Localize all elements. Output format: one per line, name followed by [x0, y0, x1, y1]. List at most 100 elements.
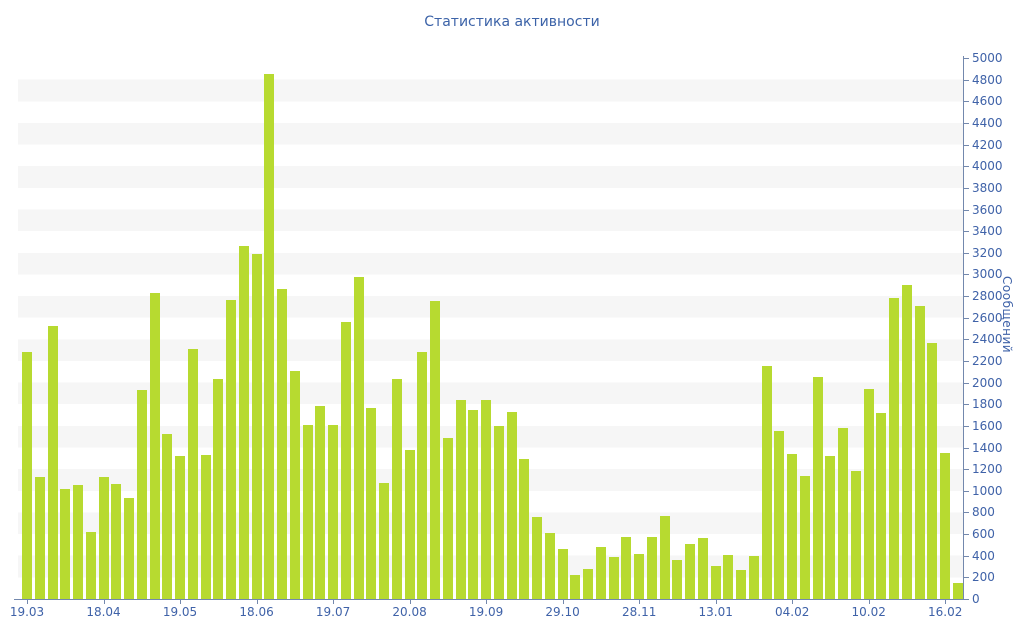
bar	[417, 352, 428, 599]
y-tick-label: 3200	[972, 245, 1003, 260]
bar	[634, 553, 644, 599]
y-tick-mark	[963, 209, 969, 211]
x-tick-label: 13.01	[698, 605, 733, 619]
bar	[455, 399, 466, 599]
bar	[366, 407, 377, 599]
bar	[340, 322, 351, 599]
y-tick-label: 2600	[972, 310, 1003, 325]
bar	[162, 433, 173, 599]
x-tick-label: 20.08	[392, 605, 427, 619]
y-tick-mark	[963, 599, 969, 600]
x-tick-mark	[945, 600, 947, 604]
bar	[838, 428, 848, 599]
bar	[213, 379, 224, 599]
bar	[175, 456, 185, 599]
bar	[149, 292, 160, 599]
bar	[659, 515, 670, 599]
bar	[889, 298, 899, 599]
bar	[238, 246, 249, 599]
bar	[493, 425, 504, 599]
bar	[124, 498, 134, 599]
x-tick-label: 04.02	[775, 605, 810, 619]
bar	[85, 531, 96, 599]
y-tick-label: 600	[972, 527, 995, 542]
y-tick-mark	[963, 79, 969, 81]
bar	[544, 533, 555, 599]
x-tick-mark	[486, 600, 488, 604]
bar	[812, 377, 823, 599]
x-tick-label: 18.06	[239, 605, 274, 619]
bar	[787, 454, 797, 599]
y-tick-mark	[963, 490, 969, 492]
y-tick-label: 4800	[972, 72, 1003, 87]
bar	[200, 455, 211, 599]
bar	[506, 411, 517, 599]
y-tick-label: 1800	[972, 397, 1003, 412]
y-tick-label: 3400	[972, 224, 1003, 239]
x-tick-label: 18.04	[86, 605, 121, 619]
bar	[532, 516, 542, 599]
x-tick-label: 19.07	[315, 605, 351, 619]
bar	[404, 449, 415, 599]
bar	[187, 349, 198, 599]
bar	[863, 389, 874, 599]
x-tick-label: 10.02	[851, 605, 886, 619]
bar	[850, 471, 861, 599]
y-tick-label: 3000	[972, 267, 1003, 282]
y-tick-label: 0	[972, 592, 980, 606]
y-tick-label: 2400	[972, 332, 1003, 347]
y-tick-label: 5000	[972, 51, 1003, 65]
bar	[353, 276, 364, 599]
x-tick-label: 16.02	[928, 605, 963, 619]
y-tick-mark	[963, 512, 969, 514]
x-tick-mark	[333, 600, 335, 604]
y-tick-label: 2800	[972, 289, 1003, 303]
bar-series	[22, 58, 963, 599]
bar	[952, 582, 963, 599]
bar	[774, 431, 785, 599]
bar	[646, 537, 657, 599]
bar	[391, 379, 402, 599]
x-tick-label: 19.09	[468, 605, 504, 619]
y-tick-label: 400	[972, 548, 995, 563]
y-tick-mark	[963, 534, 969, 536]
y-tick-label: 4400	[972, 115, 1003, 130]
bar	[736, 569, 746, 599]
y-tick-mark	[963, 555, 969, 557]
y-tick-mark	[963, 187, 969, 189]
bar	[748, 555, 759, 599]
bar	[98, 476, 109, 599]
plot-area	[18, 58, 963, 599]
x-tick-mark	[256, 600, 258, 604]
y-tick-label: 4000	[972, 159, 1003, 174]
y-tick-mark	[963, 58, 969, 59]
bar	[723, 554, 734, 599]
bar	[901, 285, 912, 599]
bar	[60, 488, 71, 599]
bar	[468, 409, 479, 599]
bar	[302, 424, 313, 599]
x-tick-label: 19.05	[162, 605, 198, 619]
bar	[710, 565, 721, 599]
y-tick-mark	[963, 382, 969, 384]
bar	[315, 406, 326, 599]
x-tick-mark	[639, 600, 641, 604]
x-tick-mark	[103, 600, 105, 604]
x-tick-label: 29.10	[545, 605, 580, 619]
bar	[672, 560, 683, 599]
bar	[557, 549, 568, 599]
x-tick-mark	[27, 600, 28, 604]
bar	[595, 547, 606, 599]
y-tick-label: 2200	[972, 354, 1003, 368]
y-tick-mark	[963, 101, 969, 103]
bar	[481, 399, 491, 599]
bar	[289, 370, 300, 599]
bar	[940, 452, 950, 599]
y-tick-mark	[963, 166, 969, 168]
bar	[442, 437, 453, 599]
bar	[251, 253, 262, 599]
y-tick-label: 1200	[972, 462, 1003, 477]
bar	[570, 575, 581, 599]
x-tick-mark	[792, 600, 794, 604]
